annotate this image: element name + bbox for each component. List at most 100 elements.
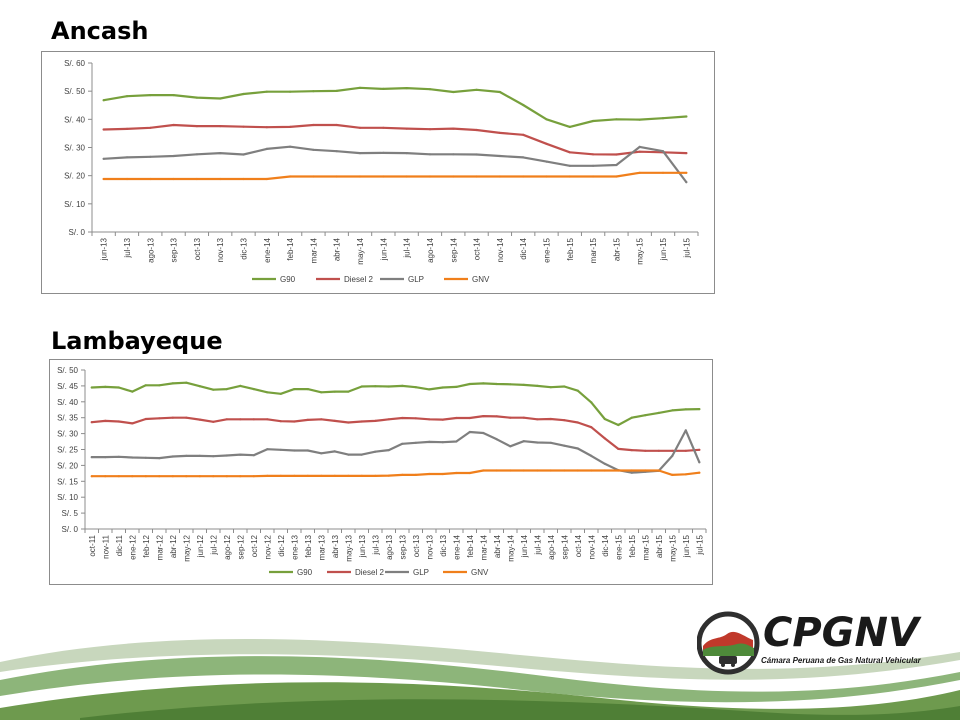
lamb-series-1-point — [468, 416, 471, 420]
lamb-series-1-point — [104, 419, 107, 422]
lamb-series-1-point — [522, 416, 525, 419]
ancash-series-2-point — [125, 156, 129, 159]
lamb-x-tick-label: jul-12 — [209, 534, 218, 555]
lamb-series-1-point — [441, 418, 444, 421]
ancash-series-1-point — [615, 153, 618, 156]
lamb-series-2-point — [198, 454, 201, 457]
section-title-ancash: Ancash — [51, 17, 149, 45]
lamb-x-tick-label: nov-13 — [425, 534, 434, 559]
ancash-series-line-3 — [102, 171, 688, 181]
ancash-series-line-2 — [102, 145, 688, 184]
lamb-series-line-0 — [90, 381, 701, 427]
lamb-series-3-point — [225, 475, 228, 478]
ancash-series-1-point — [382, 126, 385, 129]
ancash-series-0-point — [428, 88, 432, 91]
lamb-series-2-point — [441, 441, 444, 444]
lamb-x-tick-label: abr-12 — [169, 534, 178, 558]
lamb-series-2-point — [522, 440, 525, 443]
ancash-series-1-point — [265, 126, 268, 129]
lamb-series-3-point — [387, 474, 390, 477]
lamb-series-0-point — [185, 381, 188, 384]
lamb-series-3-point — [522, 469, 525, 472]
ancash-x-tick-label: feb-14 — [286, 237, 295, 260]
lamb-series-0-point — [590, 401, 593, 404]
lamb-series-3-point — [171, 475, 174, 478]
lamb-series-1-point — [387, 418, 390, 421]
lamb-series-0-point — [603, 417, 606, 421]
lamb-series-3-point — [509, 469, 512, 472]
ancash-series-1-point — [149, 126, 152, 129]
lamb-series-0-point — [644, 414, 647, 417]
lamb-series-1-point — [171, 416, 174, 419]
ancash-series-2-point — [592, 164, 595, 167]
ancash-series-2-point — [382, 151, 385, 154]
ancash-x-tick-label: ago-14 — [426, 237, 435, 262]
lamb-series-2-point — [306, 449, 309, 452]
lamb-series-1-point — [590, 426, 593, 429]
lamb-series-2-point — [671, 454, 674, 457]
lamb-series-0-point — [225, 388, 228, 391]
lamb-series-1-point — [90, 421, 93, 424]
chart-ancash: S/. 0 S/. 10 S/. 20 S/. 30 S/. 40 S/. 50 S/. 6… — [41, 51, 715, 294]
lamb-series-0-point — [455, 385, 458, 388]
ancash-series-0-point — [615, 118, 618, 121]
lamb-x-tick-label: abr-14 — [493, 534, 502, 558]
ancash-legend-label-1: Diesel 2 — [344, 275, 373, 284]
ancash-series-0-point — [195, 96, 198, 99]
lamb-series-1-point — [225, 418, 228, 421]
lamb-x-tick-label: jun-14 — [520, 534, 529, 558]
lamb-series-3-point — [495, 469, 498, 472]
lamb-x-tick-label: sep-12 — [236, 534, 245, 559]
lamb-series-3-point — [158, 475, 161, 478]
lamb-x-tick-label: nov-12 — [263, 534, 272, 559]
lamb-x-tick-label: mar-14 — [479, 534, 488, 560]
lamb-x-tick-label: may-13 — [344, 534, 353, 561]
lamb-series-3-point — [347, 474, 350, 477]
lamb-series-3-point — [657, 469, 660, 472]
ancash-series-2-point — [428, 153, 432, 156]
lamb-series-3-point — [117, 475, 120, 478]
lamb-legend-label-3: GNV — [471, 568, 489, 577]
ancash-y-tick-label: S/. 30 — [64, 144, 85, 153]
ancash-x-tick-label: mar-14 — [309, 237, 318, 263]
lamb-series-2-point — [117, 455, 120, 458]
lamb-series-1-point — [360, 420, 363, 423]
lamb-series-2-point — [536, 441, 539, 444]
ancash-series-2-point — [289, 145, 292, 148]
lamb-series-2-point — [698, 461, 701, 464]
lamb-series-2-point — [320, 452, 323, 455]
lamb-legend-label-0: G90 — [297, 568, 313, 577]
ancash-series-0-point — [382, 87, 385, 90]
logo-emblem-icon — [697, 611, 760, 675]
lamb-x-tick-label: jun-12 — [196, 534, 205, 558]
lamb-series-1-point — [117, 420, 120, 423]
lamb-y-tick-label: S/. 35 — [57, 414, 78, 423]
ancash-x-tick-label: sep-14 — [449, 237, 458, 262]
ancash-series-0-point — [265, 90, 268, 93]
lamb-series-1-point — [347, 421, 350, 424]
lamb-series-0-point — [387, 385, 390, 388]
ancash-series-2-point — [312, 148, 315, 151]
lamb-series-0-point — [293, 388, 296, 391]
lamb-series-3-point — [131, 475, 134, 478]
lamb-series-0-point — [576, 389, 579, 392]
lamb-series-2-point — [293, 449, 296, 452]
lamb-series-2-point — [279, 448, 282, 451]
ancash-series-2-point — [638, 145, 641, 148]
lamb-series-3-point — [90, 475, 93, 478]
lamb-series-0-point — [320, 391, 323, 394]
ancash-series-2-point — [545, 160, 548, 163]
lamb-legend-label-1: Diesel 2 — [355, 568, 384, 577]
lamb-series-1-point — [374, 419, 377, 422]
ancash-series-3-point — [592, 175, 595, 178]
ancash-series-3-point — [661, 171, 665, 174]
ancash-y-tick-label: S/. 0 — [69, 228, 86, 237]
ancash-series-0-point — [545, 118, 548, 121]
lamb-y-tick-label: S/. 10 — [57, 493, 78, 502]
lamb-x-tick-label: jul-13 — [371, 534, 380, 555]
lamb-series-1-point — [509, 416, 512, 419]
lamb-series-0-point — [536, 384, 539, 387]
ancash-series-0-point — [592, 119, 595, 123]
ancash-series-3-point — [242, 177, 245, 181]
ancash-series-1-point — [335, 123, 338, 127]
